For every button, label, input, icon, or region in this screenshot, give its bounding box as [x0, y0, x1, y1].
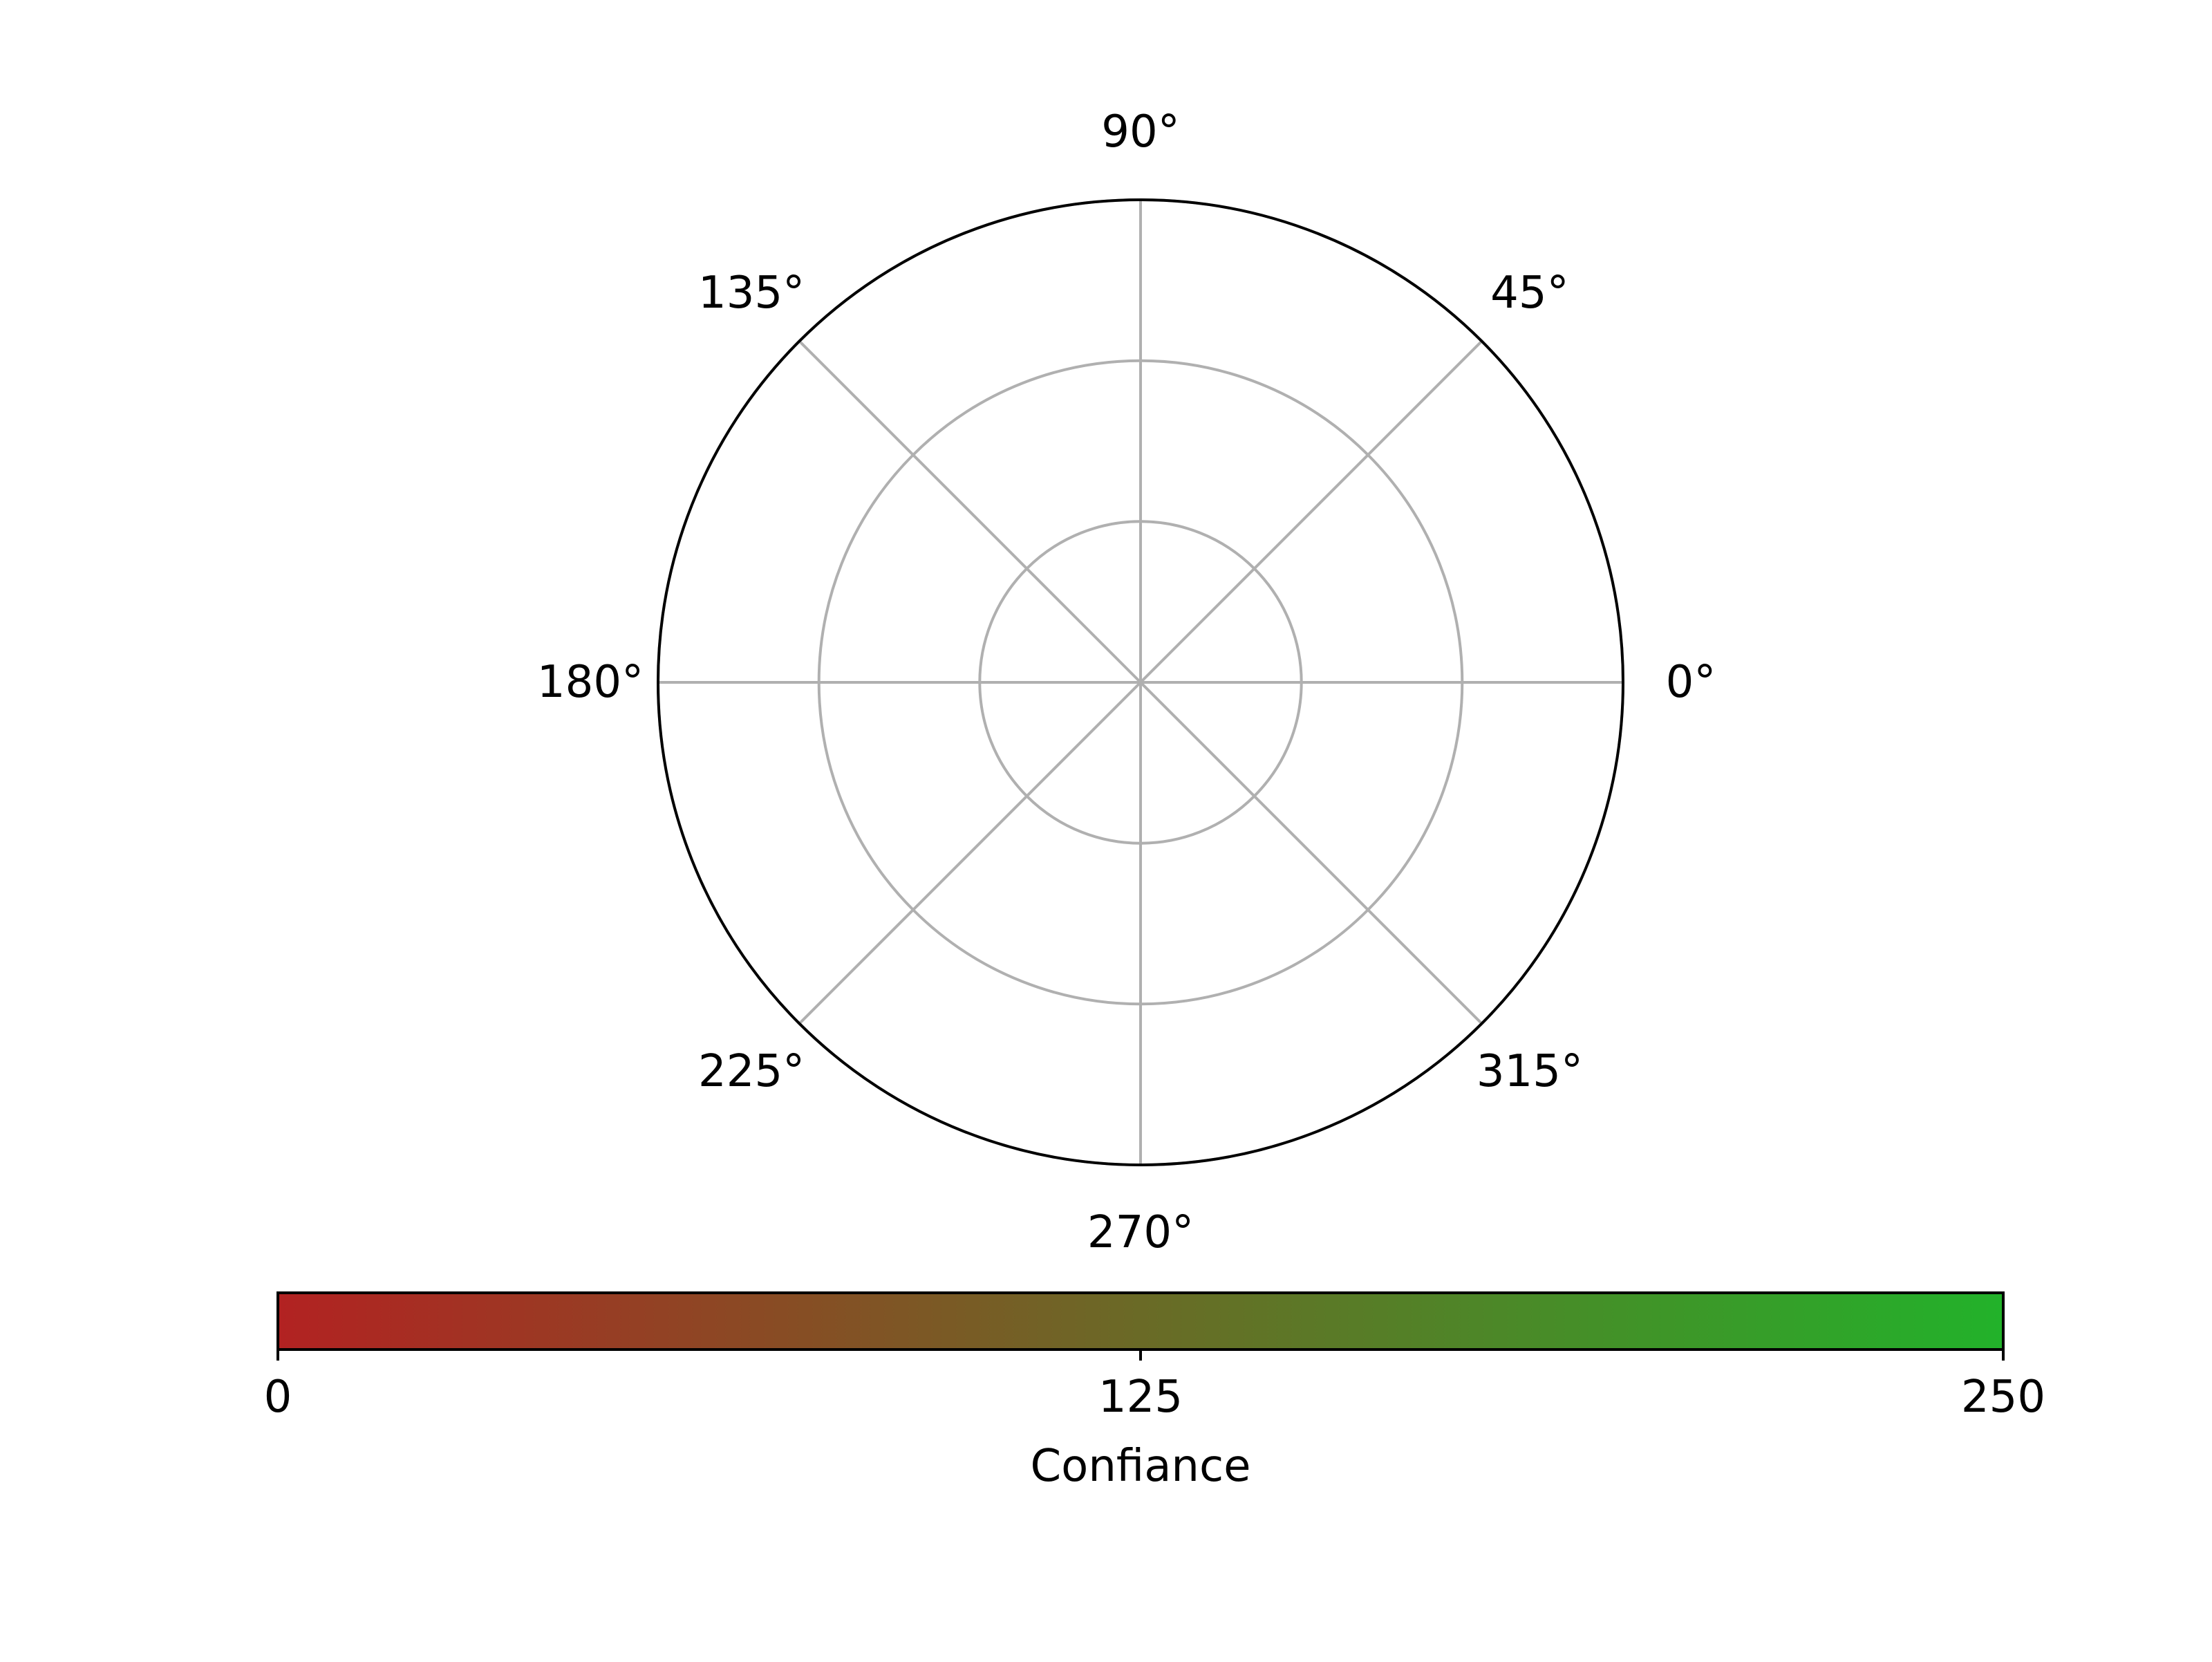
colorbar-gradient [276, 1291, 2005, 1351]
polar-outer-frame [657, 198, 1624, 1166]
angle-tick-label-315: 315° [1477, 1046, 1583, 1097]
angular-gridline-225 [798, 681, 1142, 1025]
polar-grid [657, 198, 1624, 1166]
colorbar: 0 125 250 Confiance [264, 1291, 2045, 1492]
polar-frame [657, 198, 1624, 1166]
colorbar-ticks: 0 125 250 [264, 1350, 2045, 1423]
colorbar-tick-label-125: 125 [1098, 1372, 1183, 1423]
angle-tick-label-90: 90° [1101, 106, 1179, 158]
colorbar-label: Confiance [1030, 1441, 1250, 1492]
angular-gridline-315 [1139, 681, 1483, 1025]
angle-tick-label-0: 0° [1666, 657, 1716, 708]
angle-tick-label-180: 180° [537, 657, 644, 708]
angle-tick-label-45: 45° [1490, 268, 1568, 319]
colorbar-tick-label-0: 0 [264, 1372, 292, 1423]
angle-tick-label-270: 270° [1087, 1207, 1194, 1258]
angle-tick-labels: 0° 45° 90° 135° 180° 225° 270° 315° [537, 106, 1716, 1258]
angle-tick-label-135: 135° [698, 268, 805, 319]
angle-tick-label-225: 225° [698, 1046, 805, 1097]
angular-gridline-45 [1139, 339, 1483, 684]
angular-gridline-135 [798, 339, 1142, 684]
colorbar-tick-label-250: 250 [1961, 1372, 2045, 1423]
